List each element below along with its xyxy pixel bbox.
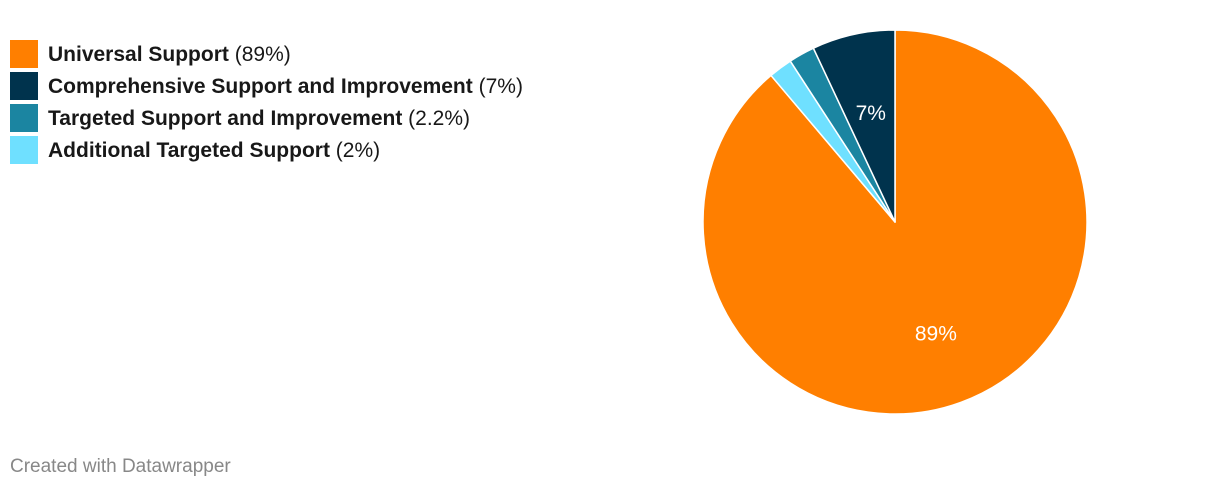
legend-value: (7%) [478, 74, 523, 98]
legend-swatch [10, 104, 38, 132]
legend-swatch [10, 136, 38, 164]
pie-slice [812, 29, 896, 223]
chart-legend: Universal Support (89%) Comprehensive Sup… [10, 38, 523, 166]
legend-value: (2.2%) [408, 106, 471, 130]
legend-item: Comprehensive Support and Improvement (7… [10, 70, 523, 102]
datawrapper-credit: Created with Datawrapper [10, 456, 231, 477]
legend-label: Universal Support [48, 42, 229, 66]
legend-label: Targeted Support and Improvement [48, 106, 403, 130]
legend-item: Additional Targeted Support (2%) [10, 134, 523, 166]
slice-data-label: 89% [915, 322, 957, 345]
legend-label: Additional Targeted Support [48, 138, 330, 162]
legend-value: (2%) [335, 138, 381, 162]
legend-swatch [10, 72, 38, 100]
legend-item: Targeted Support and Improvement (2.2%) [10, 102, 523, 134]
legend-swatch [10, 40, 38, 68]
legend-item: Universal Support (89%) [10, 38, 523, 70]
legend-label: Comprehensive Support and Improvement [48, 74, 473, 98]
legend-value: (89%) [234, 42, 291, 66]
pie-slices [702, 29, 1088, 415]
pie-slice-labels: 89% 7% [856, 102, 957, 345]
slice-data-label: 7% [856, 102, 886, 125]
